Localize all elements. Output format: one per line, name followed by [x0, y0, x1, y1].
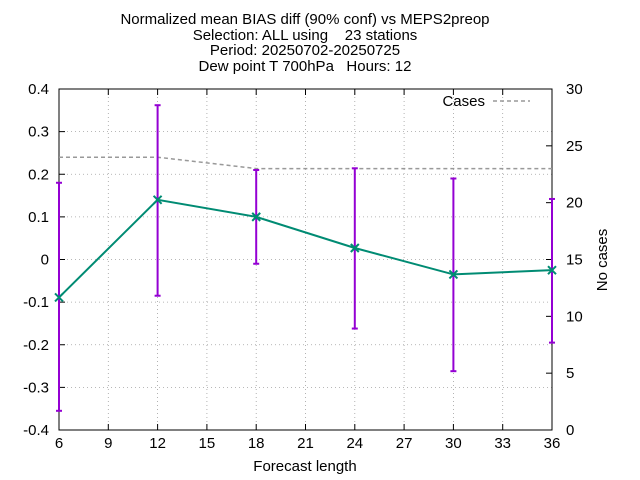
x-tick-label: 15 — [199, 435, 216, 452]
data-point-center — [156, 198, 160, 202]
chart-title-line-2: Selection: ALL using 23 stations — [192, 27, 418, 44]
chart-title-line-1: Normalized mean BIAS diff (90% conf) vs … — [120, 11, 490, 28]
data-point-center — [254, 215, 258, 219]
x-axis-label: Forecast length — [253, 458, 356, 475]
y-tick-label: 0.3 — [28, 124, 49, 141]
axes — [58, 88, 553, 431]
plot-border — [58, 88, 553, 431]
y-tick-label: 0.4 — [28, 81, 49, 98]
cases-line — [59, 156, 552, 170]
error-bars — [56, 104, 555, 412]
x-tick-label: 18 — [248, 435, 265, 452]
y2-axis-label: No cases — [594, 229, 611, 292]
x-tick-label: 6 — [55, 435, 63, 452]
x-tick-label: 9 — [104, 435, 112, 452]
grid — [59, 89, 552, 430]
y2-tick-label: 20 — [566, 195, 583, 212]
y-tick-label: -0.1 — [23, 294, 49, 311]
y-tick-label: -0.2 — [23, 337, 49, 354]
x-tick-label: 24 — [346, 435, 363, 452]
x-tick-label: 33 — [494, 435, 511, 452]
legend-label: Cases — [442, 93, 485, 110]
data-point-center — [550, 268, 554, 272]
x-tick-label: 12 — [149, 435, 166, 452]
x-tick-label: 30 — [445, 435, 462, 452]
y2-tick-label: 5 — [566, 365, 574, 382]
legend: Cases — [442, 93, 530, 110]
y-tick-label: 0.2 — [28, 166, 49, 183]
y2-tick-label: 10 — [566, 308, 583, 325]
x-tick-label: 27 — [396, 435, 413, 452]
ticks: 6 9 12 15 18 21 24 27 30 33 36 -0.4 -0.3 -0.2 -0.1 0 0.1… — [23, 81, 583, 452]
bias-diff-line — [58, 198, 553, 299]
series-lines — [58, 156, 553, 299]
y-tick-label: 0.1 — [28, 209, 49, 226]
y2-tick-label: 0 — [566, 422, 574, 439]
x-tick-label: 36 — [544, 435, 561, 452]
data-point-center — [57, 295, 61, 299]
chart-title-line-3: Period: 20250702-20250725 — [209, 42, 401, 59]
y2-tick-label: 25 — [566, 138, 583, 155]
y2-tick-label: 15 — [566, 252, 583, 269]
y-tick-label: 0 — [41, 252, 49, 269]
y2-tick-label: 30 — [566, 81, 583, 98]
chart-title-line-4: Dew point T 700hPa Hours: 12 — [198, 58, 412, 75]
data-points — [54, 195, 557, 303]
x-tick-label: 21 — [297, 435, 314, 452]
data-point-center — [451, 272, 455, 276]
data-point-center — [353, 246, 357, 250]
y-tick-label: -0.3 — [23, 379, 49, 396]
y-tick-label: -0.4 — [23, 422, 49, 439]
